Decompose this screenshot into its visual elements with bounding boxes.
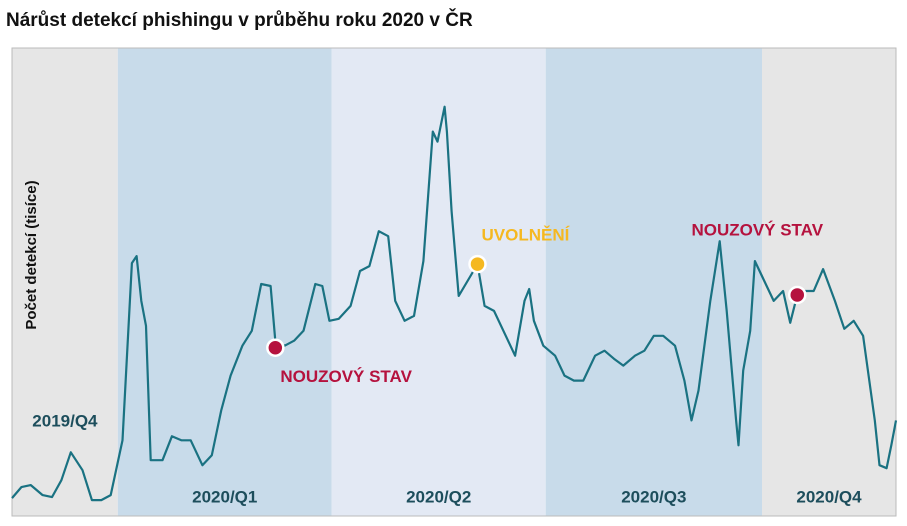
annotation-label: UVOLNĚNÍ — [482, 226, 571, 245]
annotation-label: NOUZOVÝ STAV — [280, 367, 412, 386]
plot-border — [11, 47, 897, 517]
period-label: 2020/Q4 — [796, 487, 862, 506]
y-axis-label: Počet detekcí (tisíce) — [23, 180, 40, 329]
period-band — [545, 48, 762, 516]
period-label: 2019/Q4 — [32, 411, 98, 430]
period-band — [12, 48, 118, 516]
annotation-marker — [788, 285, 807, 305]
annotation-marker — [468, 254, 487, 274]
annotation-label: NOUZOVÝ STAV — [691, 220, 823, 239]
annotation-marker — [266, 338, 285, 357]
chart-title: Nárůst detekcí phishingu v průběhu roku … — [6, 9, 473, 31]
period-band — [117, 48, 332, 516]
period-label: 2020/Q2 — [406, 487, 471, 506]
data-line — [11, 105, 898, 502]
period-label: 2020/Q1 — [192, 487, 257, 506]
plot-area: 2019/Q4 2020/Q1 2020/Q2 2020/Q3 2020/Q4 NOUZO… — [11, 47, 898, 517]
period-band — [331, 48, 546, 516]
period-label: 2020/Q3 — [621, 487, 686, 506]
